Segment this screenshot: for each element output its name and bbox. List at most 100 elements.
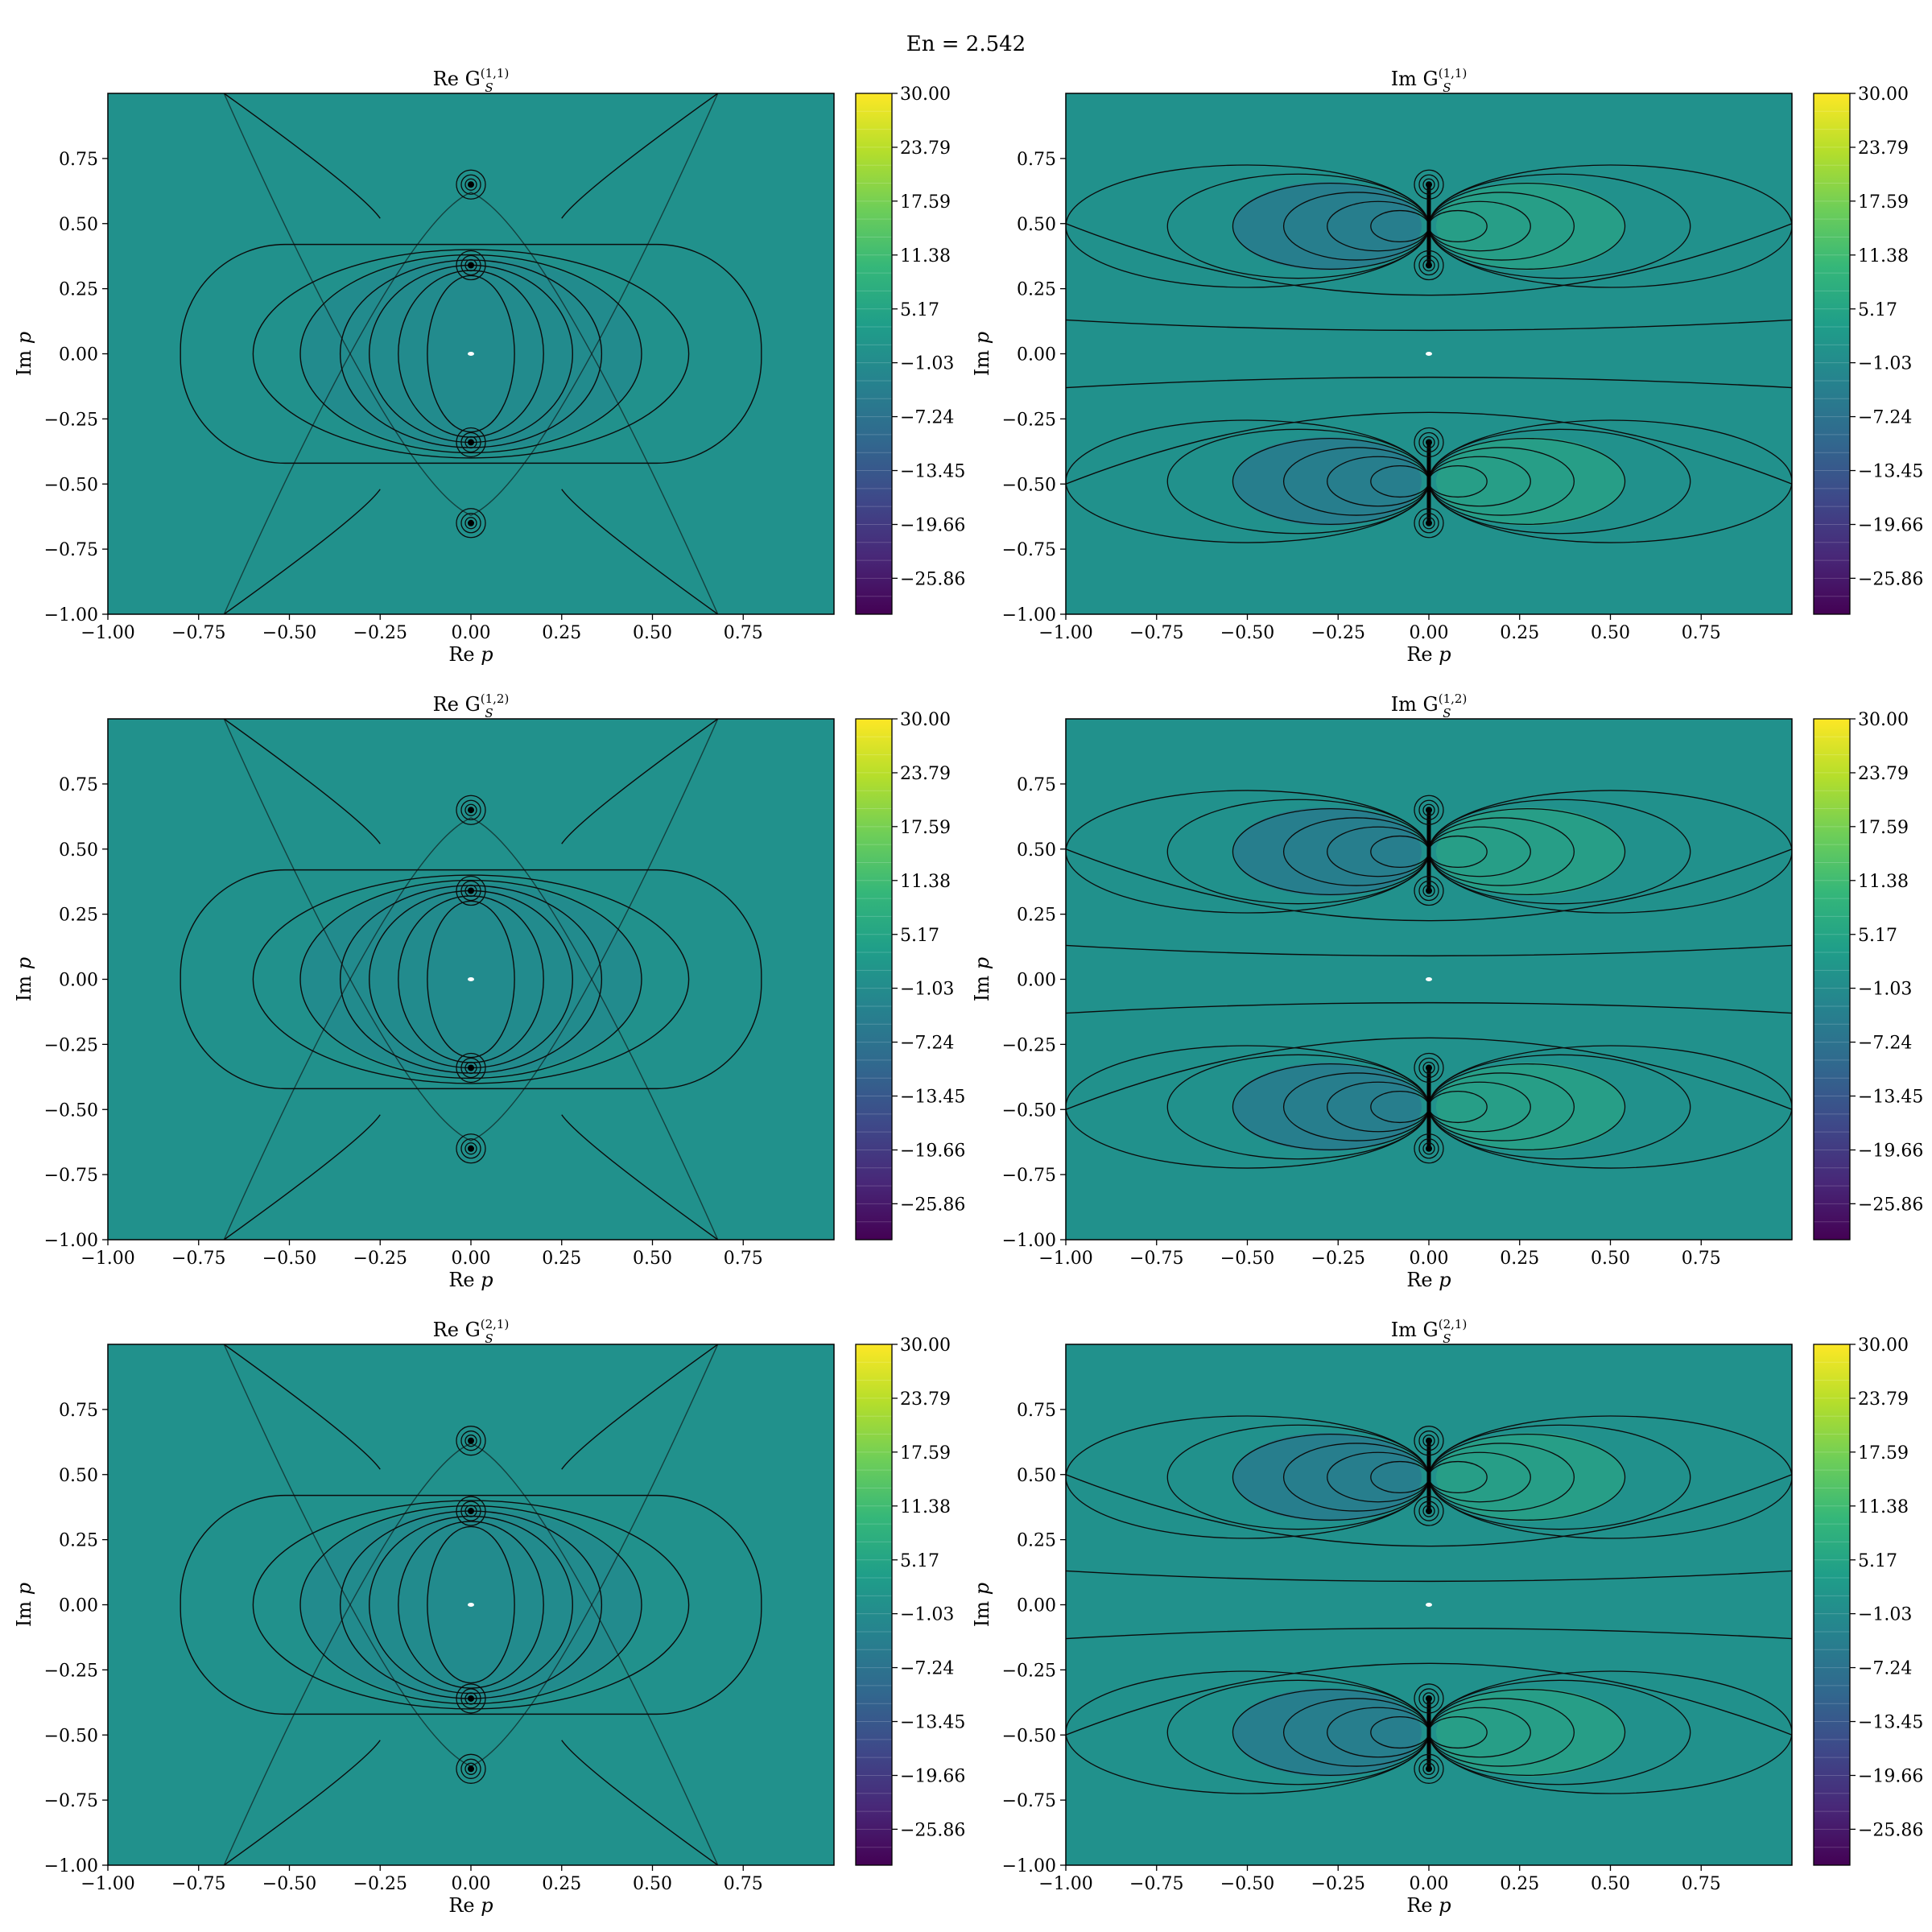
y-tick-label: −1.00	[44, 1231, 98, 1251]
pole-ring	[1422, 1692, 1435, 1705]
y-tick-label: 0.25	[59, 280, 98, 300]
x-tick-label: 0.25	[542, 1874, 581, 1894]
x-tick-label: −0.25	[1311, 1874, 1365, 1894]
x-axis-label: Re p	[1406, 643, 1451, 666]
pole-ring	[1422, 1061, 1435, 1075]
x-tick-label: 0.25	[542, 1249, 581, 1269]
contour-line	[561, 489, 719, 614]
colorbar-frame	[855, 1344, 893, 1866]
pole-marker	[1426, 1508, 1432, 1515]
pole-ring	[1414, 1133, 1444, 1164]
pole-ring	[1418, 799, 1439, 820]
x-tick-label: −0.50	[1220, 1249, 1274, 1269]
y-tick-label: 0.75	[1017, 775, 1056, 795]
pole-ring	[456, 1133, 486, 1164]
contour-layer	[180, 719, 762, 1240]
pole-ring	[460, 1430, 481, 1451]
pole-ring	[1414, 250, 1444, 281]
x-tick-label: −1.00	[1038, 623, 1092, 643]
colorbar-tick-label: 17.59	[900, 192, 951, 213]
colorbar: 30.00 23.79 17.59 11.38 5.17 −1.03 −7.24 −13.45…	[1813, 85, 1923, 615]
y-tick-label: −0.25	[1002, 1661, 1056, 1681]
pole-ring	[1418, 1501, 1439, 1521]
x-tick-label: 0.00	[452, 1249, 491, 1269]
x-tick-label: −0.50	[1220, 623, 1274, 643]
colorbar-tick-label: −1.03	[900, 980, 954, 1000]
pole-ring	[1414, 508, 1444, 539]
contour-line	[223, 1740, 381, 1865]
colorbar-tick-label: 23.79	[900, 138, 951, 159]
colorbar-tick-label: 11.38	[900, 872, 951, 892]
y-tick-label: −0.50	[1002, 1100, 1056, 1121]
y-tick-label: 0.00	[1017, 345, 1056, 365]
pole-marker	[1426, 807, 1432, 814]
colorbar-tick-label: 17.59	[1858, 1443, 1909, 1463]
y-tick-label: 0.00	[1017, 1596, 1056, 1616]
y-tick-label: 0.25	[59, 906, 98, 926]
pole-ring	[460, 431, 481, 453]
panel-title: Re G(1,2) S	[433, 691, 510, 720]
y-tick-label: −1.00	[1002, 1231, 1056, 1251]
pole-ring	[456, 1496, 486, 1526]
pole-ring	[460, 1138, 481, 1159]
pole-ring	[460, 799, 481, 820]
colorbar-tick-label: −19.66	[1858, 1141, 1923, 1162]
colorbar-tick-label: 23.79	[900, 1389, 951, 1410]
colorbar-tick-label: 5.17	[1858, 300, 1897, 320]
pole-marker	[468, 1437, 474, 1444]
x-tick-label: 0.50	[633, 1249, 672, 1269]
colorbar-tick-label: 17.59	[900, 818, 951, 838]
colorbar-tick-label: −13.45	[900, 462, 965, 482]
pole-ring	[464, 1061, 477, 1075]
x-axis-label: Re p	[448, 643, 493, 666]
pole-ring	[1422, 258, 1435, 272]
x-tick-label: 0.50	[1591, 1249, 1630, 1269]
colorbar-tick-label: 30.00	[900, 710, 951, 730]
contour-line	[561, 1344, 719, 1470]
y-tick-label: 0.75	[1017, 150, 1056, 170]
pole-ring	[1422, 884, 1435, 898]
x-tick-label: −0.50	[262, 1874, 316, 1894]
panel-im11: −1.00 −0.75 −0.50 −0.25 0.00 0.25 0.50 0.75 −1.0…	[971, 66, 1923, 666]
y-tick-label: −0.50	[44, 1100, 98, 1121]
pole-ring	[460, 254, 481, 276]
contour-layer	[180, 93, 762, 614]
contour-line	[1066, 1570, 1792, 1583]
x-tick-label: −0.75	[171, 1249, 225, 1269]
pole-marker	[1426, 439, 1432, 446]
y-tick-label: −1.00	[44, 605, 98, 625]
contour-line	[1066, 1474, 1792, 1547]
y-tick-label: −0.75	[1002, 1791, 1056, 1811]
pole-ring	[464, 803, 477, 816]
x-tick-label: 0.50	[1591, 623, 1630, 643]
x-tick-label: −1.00	[80, 1249, 134, 1269]
colorbar-tick-label: 5.17	[900, 1551, 939, 1571]
colorbar-tick-label: 30.00	[900, 85, 951, 105]
pole-ring	[1422, 1142, 1435, 1155]
x-tick-label: 0.25	[542, 623, 581, 643]
colorbar-tick-label: −19.66	[900, 1767, 965, 1787]
y-axis-label: Im p	[13, 332, 35, 376]
colorbar-tick-label: −7.24	[1858, 1659, 1912, 1679]
pole-ring	[1414, 875, 1444, 906]
x-tick-label: −0.75	[1129, 623, 1183, 643]
x-tick-label: −0.75	[171, 623, 225, 643]
panel-re21: −1.00 −0.75 −0.50 −0.25 0.00 0.25 0.50 0.75 −1.0…	[13, 1317, 965, 1917]
colorbar-tick-label: −1.03	[900, 354, 954, 374]
x-tick-label: 0.75	[1682, 623, 1721, 643]
colorbar-tick-label: −13.45	[1858, 1088, 1923, 1108]
contour-line	[1066, 1662, 1792, 1736]
y-tick-label: −0.25	[44, 1035, 98, 1055]
pole-ring	[460, 1057, 481, 1079]
y-tick-label: 0.50	[59, 1466, 98, 1486]
pole-ring	[1422, 803, 1435, 816]
pole-marker	[1426, 262, 1432, 269]
pole-marker	[468, 181, 474, 188]
pole-marker	[468, 519, 474, 526]
y-tick-label: −1.00	[1002, 605, 1056, 625]
panel-title: Re G(2,1) S	[433, 1317, 510, 1346]
pole-ring	[1422, 436, 1435, 449]
x-tick-label: −0.75	[171, 1874, 225, 1894]
colorbar-tick-label: 30.00	[1858, 710, 1909, 730]
y-tick-label: −0.75	[44, 540, 98, 560]
